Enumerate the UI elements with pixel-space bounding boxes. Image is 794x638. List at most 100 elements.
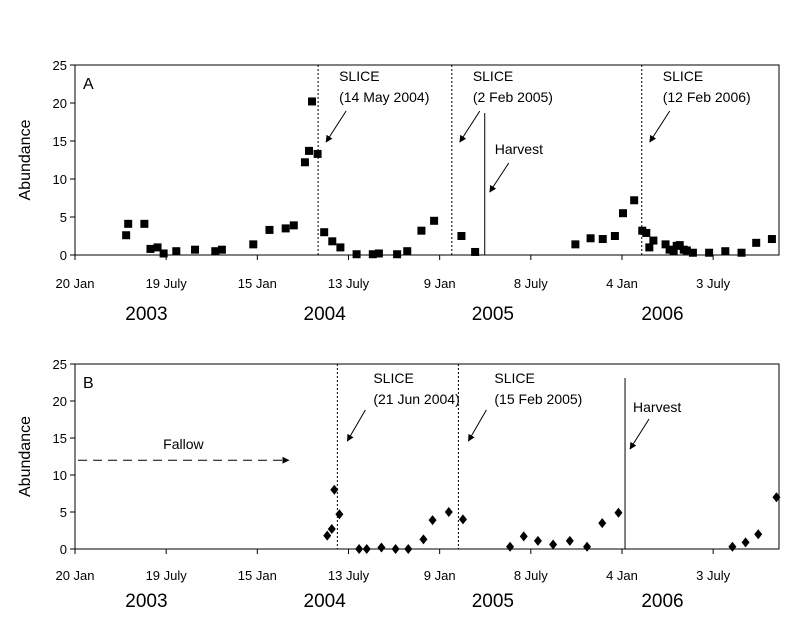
x-tick-label: 9 Jan — [424, 276, 456, 291]
x-tick-label: 15 Jan — [238, 276, 277, 291]
slice-arrow — [649, 110, 671, 143]
x-tick-label: 9 Jan — [424, 568, 456, 583]
data-point — [598, 235, 607, 244]
y-tick-label: 15 — [53, 431, 67, 446]
data-point — [172, 247, 181, 256]
data-point — [642, 228, 651, 237]
data-point — [583, 541, 592, 552]
data-point — [249, 240, 258, 249]
year-label: 2006 — [641, 304, 683, 325]
data-point — [705, 248, 714, 257]
data-point — [393, 250, 402, 259]
slice-event: SLICE (2 Feb 2005) — [451, 65, 553, 255]
y-axis-label: Abundance — [17, 416, 34, 497]
data-point — [598, 518, 607, 529]
harvest-label: Harvest — [495, 141, 543, 157]
harvest-arrow — [629, 418, 650, 450]
panel-label: B — [83, 375, 94, 392]
slice-arrow — [346, 409, 366, 442]
data-point — [335, 509, 344, 520]
data-point — [403, 247, 412, 256]
slice-date-label: (15 Feb 2005) — [494, 391, 582, 407]
data-point — [675, 241, 684, 250]
data-point — [669, 247, 678, 256]
data-point — [211, 247, 220, 256]
data-point — [124, 219, 133, 228]
data-point — [519, 531, 528, 542]
harvest-event: Harvest — [484, 113, 543, 255]
data-point — [506, 541, 515, 552]
data-point — [281, 224, 290, 233]
slice-date-label: (2 Feb 2005) — [473, 89, 553, 105]
slice-label: SLICE — [494, 370, 534, 386]
year-label: 2003 — [125, 304, 167, 325]
data-point — [308, 97, 317, 106]
data-point — [313, 149, 322, 158]
slice-date-label: (14 May 2004) — [339, 89, 429, 105]
fallow-label: Fallow — [163, 436, 204, 452]
year-label: 2004 — [304, 304, 347, 325]
data-point — [630, 196, 639, 205]
x-tick-label: 8 July — [514, 276, 548, 291]
slice-arrow — [325, 110, 347, 143]
data-point — [549, 539, 558, 550]
data-point — [688, 248, 697, 257]
slice-label: SLICE — [663, 68, 703, 84]
data-point — [767, 235, 776, 244]
y-tick-label: 25 — [53, 357, 67, 372]
data-point — [471, 247, 480, 256]
data-point — [362, 544, 371, 554]
data-point — [404, 544, 413, 554]
data-point — [159, 249, 168, 258]
data-point — [265, 225, 274, 234]
slice-event: SLICE (21 Jun 2004) — [336, 364, 460, 549]
slice-arrow — [459, 110, 481, 143]
data-point — [458, 514, 467, 525]
data-point — [191, 245, 200, 254]
data-point — [327, 524, 336, 535]
data-point — [772, 492, 781, 503]
data-point — [368, 250, 377, 259]
x-tick-label: 19 July — [146, 568, 188, 583]
slice-label: SLICE — [373, 370, 413, 386]
data-point — [661, 240, 670, 249]
data-point — [533, 535, 542, 546]
data-series — [122, 97, 776, 259]
data-point — [330, 484, 339, 495]
data-point — [217, 245, 226, 254]
data-point — [428, 515, 437, 526]
plot-area — [74, 64, 780, 256]
data-point — [352, 250, 361, 259]
data-point — [741, 537, 750, 548]
data-point — [645, 243, 654, 252]
harvest-label: Harvest — [633, 399, 681, 415]
y-tick-label: 20 — [53, 96, 67, 111]
data-point — [391, 544, 400, 554]
slice-event: SLICE (12 Feb 2006) — [641, 65, 751, 255]
data-point — [377, 542, 386, 553]
x-tick-label: 20 Jan — [55, 568, 94, 583]
y-tick-label: 20 — [53, 394, 67, 409]
fallow-annotation: Fallow — [78, 436, 290, 464]
data-point — [444, 507, 453, 517]
year-label: 2006 — [641, 591, 683, 612]
slice-event: SLICE (14 May 2004) — [317, 65, 429, 255]
data-point — [565, 535, 574, 546]
data-point — [752, 238, 761, 247]
y-tick-label: 10 — [53, 468, 67, 483]
x-tick-label: 8 July — [514, 568, 548, 583]
data-point — [304, 146, 313, 155]
data-point — [300, 158, 309, 167]
y-tick-label: 0 — [60, 542, 67, 557]
data-point — [649, 236, 658, 245]
y-axis-label: Abundance — [17, 119, 34, 200]
data-point — [320, 228, 329, 237]
data-point — [417, 226, 426, 235]
y-tick-label: 25 — [53, 58, 67, 73]
y-tick-label: 5 — [60, 505, 67, 520]
data-point — [328, 237, 337, 246]
data-point — [430, 216, 439, 225]
data-point — [728, 541, 737, 552]
data-point — [323, 530, 332, 541]
